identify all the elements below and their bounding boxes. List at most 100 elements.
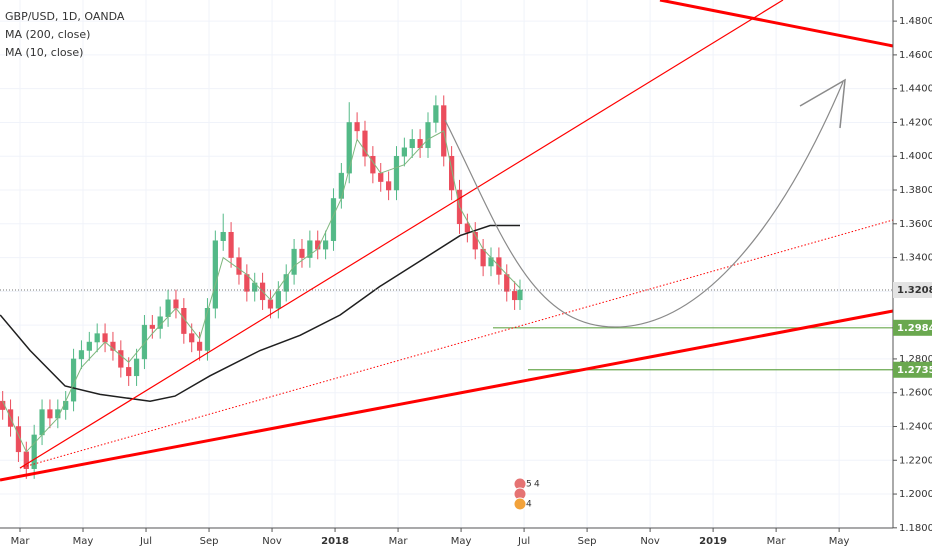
candle-body: [275, 291, 281, 309]
candle-body: [94, 333, 100, 343]
trend-line: [0, 309, 894, 482]
candle-body: [472, 231, 478, 250]
candle-body: [433, 105, 439, 123]
x-tick-label: Mar: [767, 536, 787, 547]
candle-body: [86, 341, 92, 351]
candle-body: [307, 240, 313, 258]
candle-body: [299, 248, 305, 258]
candle-body: [236, 257, 242, 275]
y-tick-label: 1.36000: [899, 219, 932, 230]
x-tick-label: Nov: [262, 536, 282, 547]
candle-body: [480, 248, 486, 267]
level-label: 1.29843: [897, 323, 932, 334]
candle-body: [173, 299, 179, 309]
y-tick-label: 1.24000: [899, 421, 932, 432]
candle-body: [31, 434, 37, 469]
candle-body: [133, 358, 140, 377]
level-box: [893, 361, 932, 378]
x-tick-label: Mar: [11, 536, 31, 547]
candle-body: [409, 139, 415, 149]
moving-average: [2, 130, 521, 453]
event-count: 5: [526, 480, 532, 490]
x-tick-label: May: [73, 536, 94, 547]
x-tick-label: Sep: [200, 536, 219, 547]
candle-body: [393, 155, 400, 191]
candle-body: [401, 147, 407, 157]
y-tick-label: 1.48000: [899, 16, 932, 27]
candle-body: [204, 308, 211, 351]
trend-line: [19, 0, 784, 469]
candle-body: [354, 122, 360, 132]
y-tick-label: 1.22000: [899, 455, 932, 466]
event-badge: [513, 497, 527, 511]
candle-body: [517, 289, 523, 301]
x-tick-label: 2018: [321, 536, 349, 547]
x-tick-label: May: [829, 536, 850, 547]
candle-body: [212, 240, 218, 309]
candle-body: [283, 274, 289, 292]
x-tick-label: Jul: [139, 536, 152, 547]
trend-line-dotted: [19, 219, 894, 469]
candle-body: [267, 299, 274, 309]
candle-body: [102, 333, 108, 343]
event-count: 4: [526, 500, 532, 510]
candle-body: [512, 291, 518, 301]
candle-body: [165, 299, 171, 317]
y-tick-label: 1.40000: [899, 151, 932, 162]
y-tick-label: 1.18000: [899, 523, 932, 534]
legend-entry: MA (200, close): [5, 28, 90, 41]
y-tick-label: 1.38000: [899, 185, 932, 196]
candle-body: [118, 350, 124, 368]
last-price-box: [893, 281, 932, 298]
candle-body: [220, 231, 226, 241]
x-tick-label: Jul: [517, 536, 530, 547]
candle-body: [39, 409, 45, 436]
candle-body: [126, 367, 132, 377]
candle-body: [338, 172, 344, 199]
candle-body: [47, 409, 53, 419]
y-tick-label: 1.28000: [899, 354, 932, 365]
candle-body: [228, 231, 234, 258]
projection-arrow: [799, 78, 846, 129]
candle-body: [141, 324, 148, 360]
drawings: [0, 0, 894, 482]
x-tick-label: May: [451, 536, 472, 547]
candle-body: [189, 333, 195, 343]
candle-body: [504, 274, 510, 292]
x-tick-label: Sep: [578, 536, 597, 547]
event-count: 4: [534, 480, 540, 490]
candle-body: [362, 130, 368, 157]
candle-body: [449, 155, 455, 191]
candle-body: [78, 350, 85, 360]
price-axis-bg: [893, 0, 932, 550]
candle-body: [291, 248, 297, 275]
chart-title: GBP/USD, 1D, OANDA: [5, 10, 125, 23]
last-price-label: 1.32081: [897, 285, 932, 296]
x-tick-label: Nov: [640, 536, 660, 547]
candle-body: [425, 122, 431, 149]
moving-average: [0, 224, 520, 402]
y-tick-label: 1.26000: [899, 388, 932, 399]
y-tick-label: 1.42000: [899, 117, 932, 128]
candle-body: [385, 181, 392, 191]
y-tick-label: 1.34000: [899, 253, 932, 264]
candle-body: [378, 172, 384, 182]
y-tick-label: 1.44000: [899, 84, 932, 95]
candle-body: [346, 122, 352, 174]
axes: 1.18000 1.20000 1.22000 1.24000 1.26000 1.280…: [11, 16, 932, 547]
trend-line: [659, 0, 894, 48]
x-tick-label: Mar: [389, 536, 409, 547]
x-tick-label: 2019: [699, 536, 727, 547]
candle-body: [149, 324, 155, 329]
candle-body: [322, 240, 329, 250]
legend: GBP/USD, 1D, OANDA MA (200, close) MA (1…: [5, 10, 125, 59]
y-tick-label: 1.46000: [899, 50, 932, 61]
level-label: 1.27359: [897, 365, 932, 376]
level-box: [893, 319, 932, 336]
candle-body: [464, 223, 470, 233]
projection-curve: [444, 81, 844, 328]
legend-entry: MA (10, close): [5, 46, 83, 59]
plot-area: 5 44: [0, 95, 893, 511]
